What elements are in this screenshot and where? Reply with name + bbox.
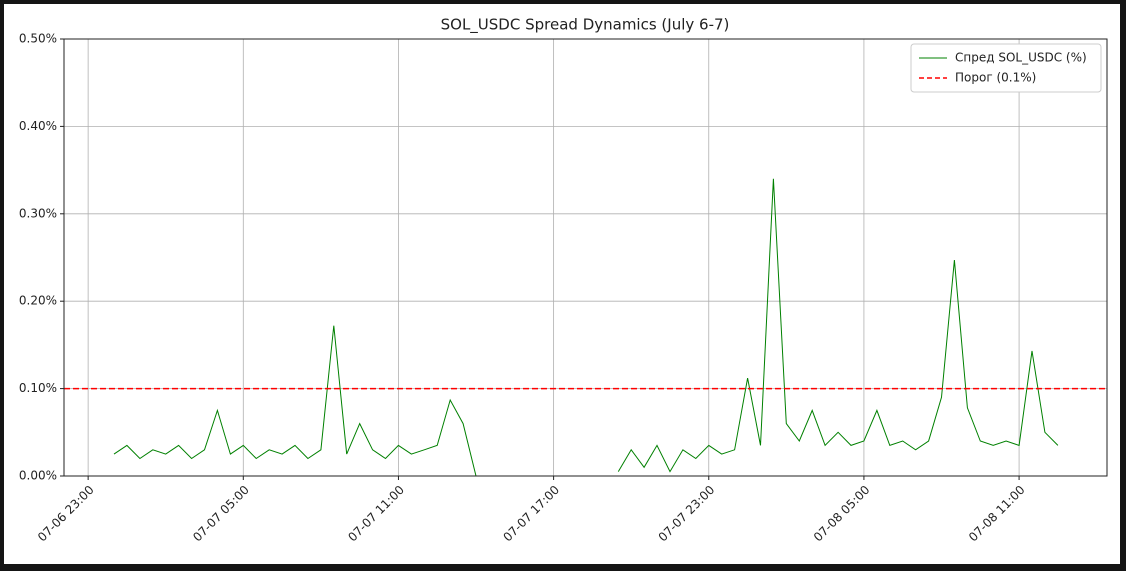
- y-tick-label: 0.20%: [19, 294, 57, 308]
- legend-label: Порог (0.1%): [955, 71, 1036, 85]
- y-tick-label: 0.50%: [19, 32, 57, 46]
- plot-frame: [63, 38, 1108, 477]
- y-tick-label: 0.00%: [19, 469, 57, 483]
- legend: Спред SOL_USDC (%) Порог (0.1%): [910, 43, 1102, 93]
- data-line: [113, 178, 1059, 477]
- chart-title: SOL_USDC Spread Dynamics (July 6-7): [441, 16, 730, 35]
- figure-background: [4, 4, 1120, 564]
- legend-box: [910, 43, 1102, 93]
- y-tick-label: 0.10%: [19, 381, 57, 395]
- legend-label: Спред SOL_USDC (%): [955, 51, 1087, 65]
- y-tick-label: 0.30%: [19, 206, 57, 220]
- y-tick-label: 0.40%: [19, 119, 57, 133]
